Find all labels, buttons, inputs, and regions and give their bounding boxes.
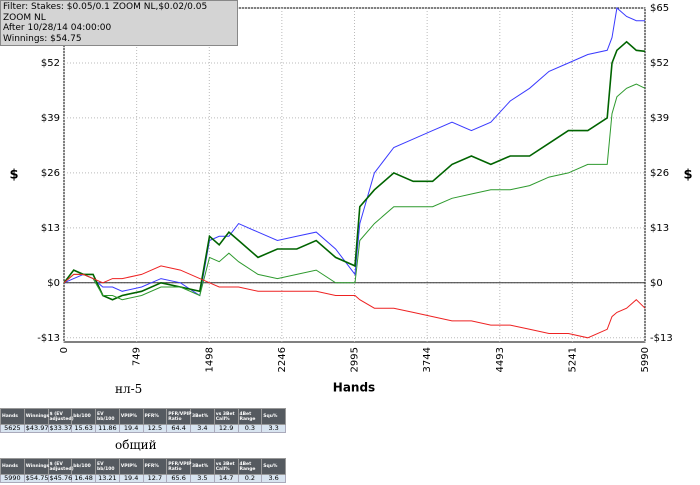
y-tick-label-right: $52 <box>650 58 669 69</box>
cell: 5625 <box>0 424 25 433</box>
cell: 3.4 <box>190 424 215 433</box>
column-header: 4Bet Range <box>237 408 263 425</box>
y-tick-label: $52 <box>41 58 60 69</box>
cell: $33.37 <box>47 424 73 433</box>
cell: 12.5 <box>142 424 168 433</box>
y-tick-label-right: $13 <box>650 223 669 234</box>
y-tick-label: $26 <box>41 168 60 179</box>
y-axis-label: $ <box>9 168 18 183</box>
column-header: PFR/VPIP Ratio <box>166 408 191 425</box>
cell: 12.9 <box>213 424 239 433</box>
plot-area <box>63 7 646 343</box>
cell: 15.63 <box>71 424 96 433</box>
cell: 64.4 <box>166 424 191 433</box>
column-header: VPIP% <box>118 458 144 475</box>
column-header: Squ% <box>261 458 286 475</box>
y-axis-label-right: $ <box>683 168 692 183</box>
cell: 3.5 <box>190 474 215 483</box>
filter-line: Winnings: $54.75 <box>3 33 82 44</box>
cell: 5990 <box>0 474 25 483</box>
y-tick-label-right: $26 <box>650 168 669 179</box>
column-header: PFR/VPIP Ratio <box>166 458 191 475</box>
cell: 3.3 <box>261 424 286 433</box>
cell: 12.7 <box>142 474 168 483</box>
column-header: Winnings <box>23 458 49 475</box>
filter-box: Filter: Stakes: $0.05/0.1 ZOOM NL,$0.02/… <box>0 0 238 46</box>
column-header: VPIP% <box>118 408 144 425</box>
column-header: 4Bet Range <box>237 458 263 475</box>
column-header: vs 3Bet Call% <box>213 458 239 475</box>
cell: 19.4 <box>118 424 144 433</box>
data-row: 5990 $54.75 $45.76 16.48 13.21 19.4 12.7 65.6 3.… <box>0 474 286 483</box>
y-tick-label-right: $0 <box>650 278 663 289</box>
column-header: $ (EV adjusted) <box>47 408 74 425</box>
table-label: общий <box>115 438 157 452</box>
column-header: Hands <box>0 458 25 475</box>
column-header: 3Bet% <box>190 408 215 425</box>
y-tick-label: $0 <box>47 278 60 289</box>
series-line <box>63 265 646 339</box>
cell: 0.3 <box>237 424 263 433</box>
stats-table: Hands Winnings $ (EV adjusted) bb/100 EV bb/… <box>0 458 286 483</box>
y-tick-label-right: $39 <box>650 113 669 124</box>
cell: $45.76 <box>47 474 73 483</box>
y-tick-label: -$13 <box>37 333 60 344</box>
cell: 0.2 <box>237 474 263 483</box>
series-line <box>63 83 646 301</box>
column-header: PFR% <box>142 458 168 475</box>
column-header: 3Bet% <box>190 458 215 475</box>
x-tick-label: 1498 <box>204 347 215 372</box>
column-header: bb/100 <box>71 408 96 425</box>
column-header: bb/100 <box>71 458 96 475</box>
data-row: 5625 $43.97 $33.37 15.63 11.86 19.4 12.5 64.4 3.… <box>0 424 286 433</box>
column-header: $ (EV adjusted) <box>47 458 74 475</box>
x-tick-label: 749 <box>132 347 143 366</box>
cell: $43.97 <box>23 424 49 433</box>
column-header: Squ% <box>261 408 286 425</box>
y-tick-label-right: -$13 <box>650 333 673 344</box>
y-tick-label: $39 <box>41 113 60 124</box>
y-tick-label-right: $65 <box>650 3 669 14</box>
x-tick-label: 5990 <box>640 347 651 372</box>
cell: 3.6 <box>261 474 286 483</box>
x-tick-label: 5241 <box>567 347 578 372</box>
header-row: Hands Winnings $ (EV adjusted) bb/100 EV bb/… <box>0 458 286 475</box>
column-header: EV bb/100 <box>95 408 120 425</box>
column-header: Winnings <box>23 408 49 425</box>
x-tick-label: 0 <box>59 347 70 353</box>
x-tick-label: 2246 <box>277 347 288 372</box>
stats-table: Hands Winnings $ (EV adjusted) bb/100 EV bb/… <box>0 408 286 433</box>
cell: 16.48 <box>71 474 96 483</box>
chart: $ $ Hands -$13 -$13 $0 $0 $13 $13 $26 $26 $39 $39… <box>9 3 692 395</box>
cell: 19.4 <box>118 474 144 483</box>
header-row: Hands Winnings $ (EV adjusted) bb/100 EV bb/… <box>0 408 286 425</box>
x-tick-label: 4493 <box>495 347 506 372</box>
x-axis-label: Hands <box>333 381 375 395</box>
cell: 14.7 <box>213 474 239 483</box>
x-tick-label: 2995 <box>350 347 361 372</box>
column-header: EV bb/100 <box>95 458 120 475</box>
cell: 13.21 <box>95 474 120 483</box>
filter-line: After 10/28/14 04:00:00 <box>3 23 112 33</box>
cell: 65.6 <box>166 474 191 483</box>
cell: 11.86 <box>95 424 120 433</box>
column-header: vs 3Bet Call% <box>213 408 239 425</box>
filter-line: Filter: Stakes: $0.05/0.1 ZOOM NL,$0.02/… <box>3 2 208 23</box>
table-label: нл-5 <box>115 382 143 396</box>
column-header: Hands <box>0 408 25 425</box>
x-tick-label: 3744 <box>422 347 433 372</box>
column-header: PFR% <box>142 408 168 425</box>
y-tick-label: $13 <box>41 223 60 234</box>
cell: $54.75 <box>23 474 49 483</box>
series-line <box>63 40 646 301</box>
